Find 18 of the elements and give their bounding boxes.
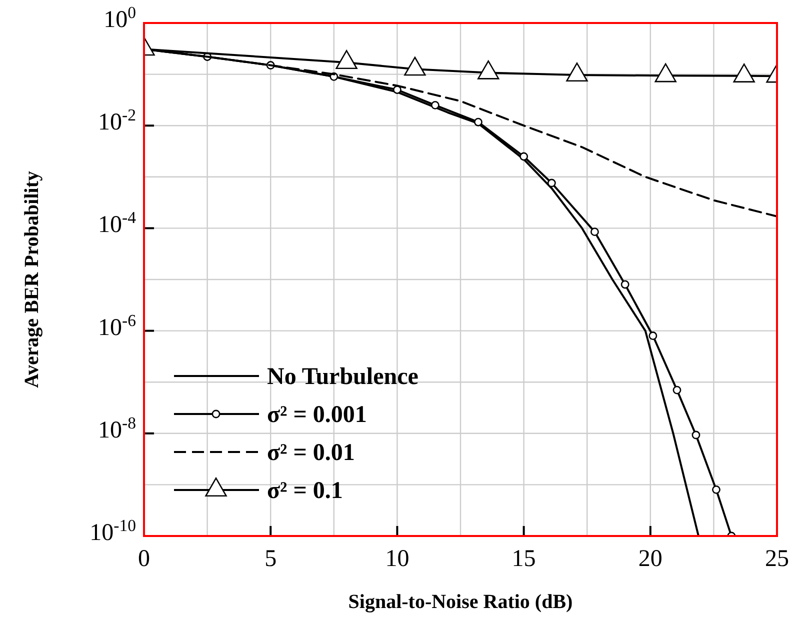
- legend-label: No Turbulence: [267, 364, 419, 390]
- legend-label: σ² = 0.001: [267, 402, 367, 428]
- y-tick-label: 10$^{-2}$: [98, 105, 136, 136]
- x-tick-label: 10: [385, 546, 410, 572]
- y-tick-label: 10$^{0}$: [104, 2, 136, 33]
- x-tick-label: 5: [264, 546, 277, 572]
- legend-label: σ² = 0.01: [267, 440, 355, 466]
- y-axis-title: Average BER Probability: [21, 170, 43, 388]
- x-tick-label: 20: [638, 546, 662, 572]
- x-tick-label: 15: [512, 546, 536, 572]
- x-tick-label: 0: [138, 546, 150, 572]
- y-tick-label: 10$^{-4}$: [98, 208, 137, 238]
- x-tick-label: 25: [765, 546, 789, 572]
- y-tick-label: 10$^{-10}$: [90, 516, 136, 546]
- x-axis-title: Signal-to-Noise Ratio (dB): [348, 591, 573, 613]
- y-tick-label: 10$^{-6}$: [98, 310, 136, 341]
- legend-label: σ² = 0.1: [267, 478, 343, 504]
- y-tick-label: 10$^{-8}$: [98, 412, 136, 444]
